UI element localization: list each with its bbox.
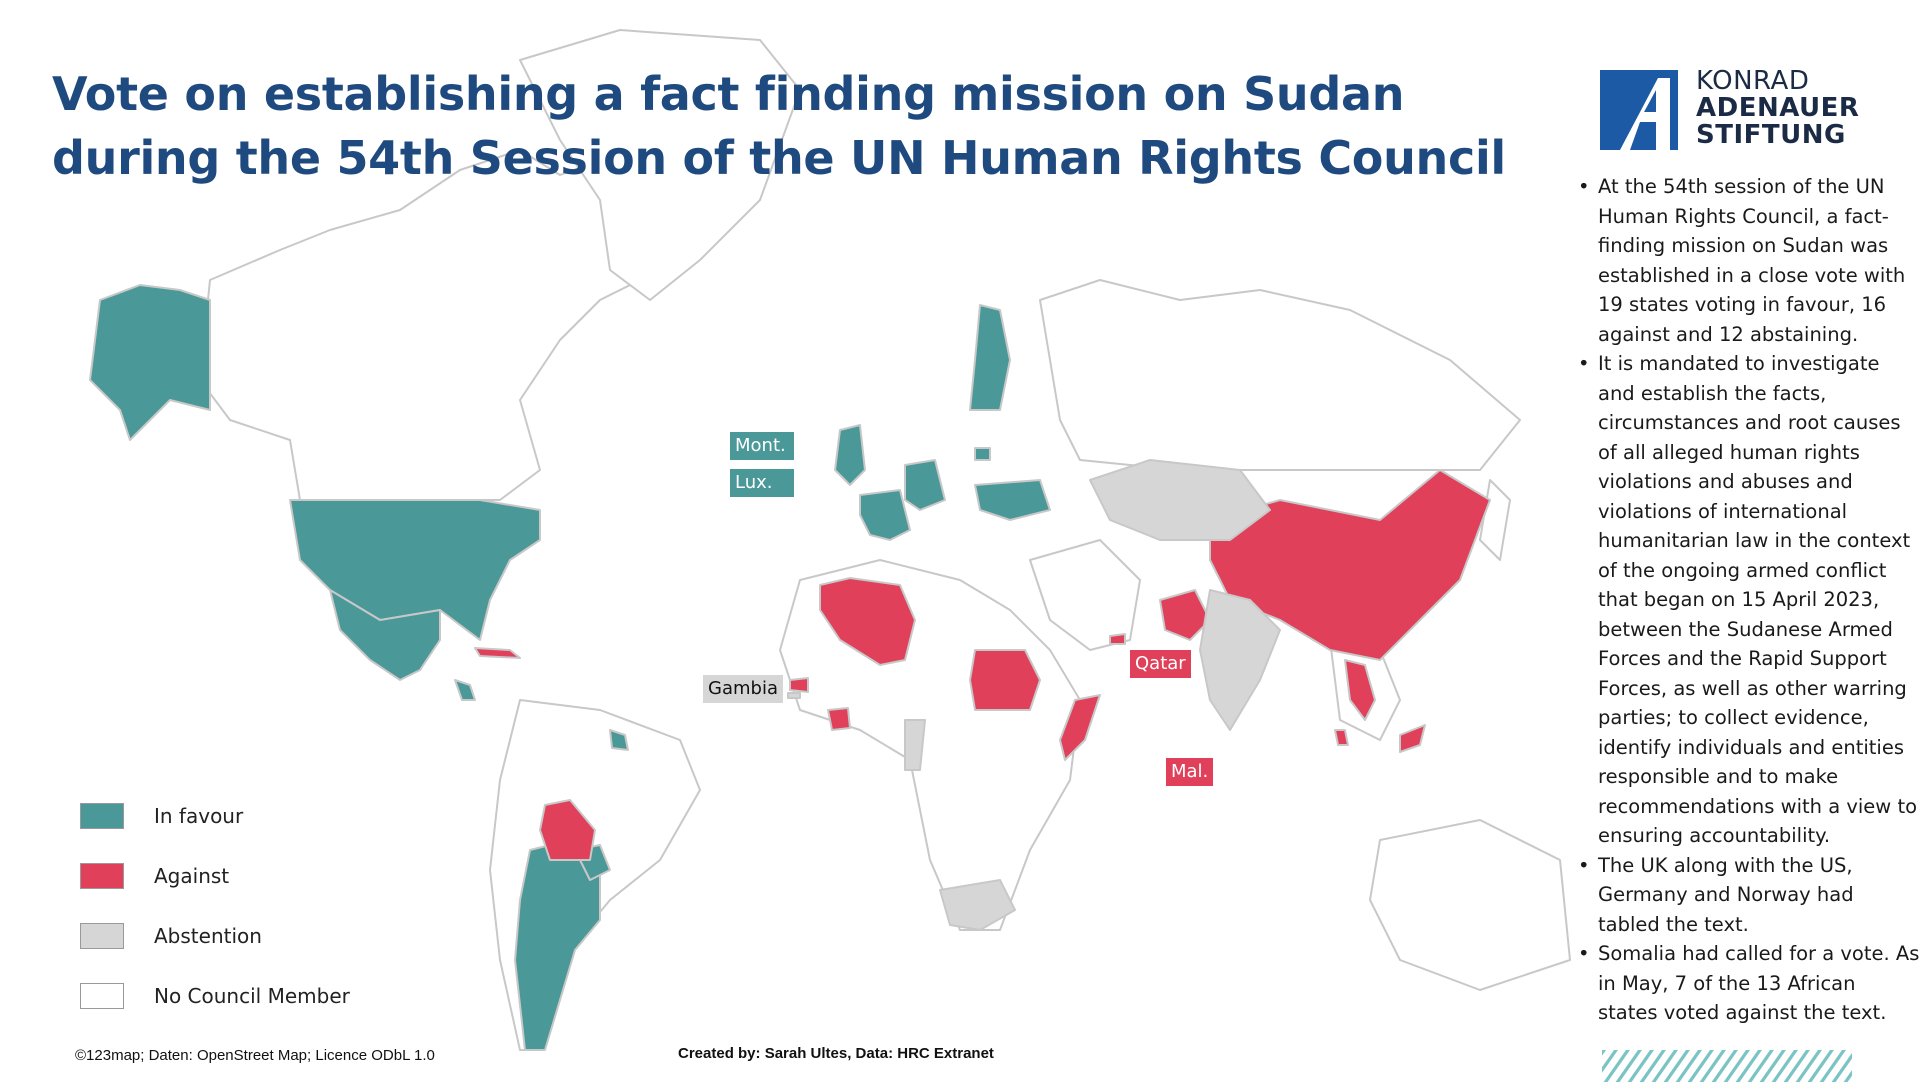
country-romania-ukraine <box>974 479 1051 521</box>
country-vietnam <box>1344 659 1376 721</box>
country-bolivia <box>539 799 596 861</box>
legend-item-in-favour: In favour <box>80 786 350 846</box>
region-japan <box>1479 479 1511 561</box>
country-senegal <box>789 677 809 693</box>
kas-logo: KONRAD ADENAUER STIFTUNG <box>1600 68 1870 153</box>
country-malaysia-west <box>1334 729 1349 746</box>
country-sudan <box>969 649 1041 711</box>
country-malaysia <box>1399 724 1426 753</box>
country-somalia <box>1059 694 1101 761</box>
legend-label: In favour <box>154 804 244 828</box>
country-pakistan <box>1159 589 1211 641</box>
world-map <box>89 29 1571 1051</box>
country-kazakhstan <box>1089 459 1271 541</box>
country-france <box>859 489 911 541</box>
map-label-qatar: Qatar <box>1130 650 1191 678</box>
region-canada <box>199 149 661 501</box>
logo-line-1: KONRAD <box>1696 66 1810 96</box>
country-india <box>1199 589 1281 731</box>
country-gambia <box>787 692 801 699</box>
logo-line-3: STIFTUNG <box>1696 120 1846 150</box>
country-algeria-morocco <box>819 577 916 666</box>
title-line-2: during the 54th Session of the UN Human … <box>52 131 1506 185</box>
legend-swatch <box>80 863 124 889</box>
legend-item-against: Against <box>80 846 350 906</box>
region-russia <box>1039 279 1521 471</box>
country-cuba <box>474 647 521 659</box>
country-costa-rica <box>454 679 476 701</box>
map-label-mont: Mont. <box>730 432 794 460</box>
note-item: The UK along with the US, Germany and No… <box>1578 851 1920 940</box>
region-greenland <box>519 29 801 301</box>
map-attribution: ©123map; Daten: OpenStreet Map; Licence … <box>75 1047 435 1064</box>
author-credit: Created by: Sarah Ultes, Data: HRC Extra… <box>678 1045 994 1062</box>
country-south-africa <box>939 879 1016 931</box>
legend-swatch <box>80 923 124 949</box>
notes-list: At the 54th session of the UN Human Righ… <box>1578 172 1920 1028</box>
decorative-hatch <box>1602 1050 1852 1082</box>
legend-swatch <box>80 803 124 829</box>
note-item: Somalia had called for a vote. As in May… <box>1578 939 1920 1028</box>
region-australia <box>1369 819 1571 991</box>
country-ivory-coast <box>827 707 851 731</box>
kas-logo-text: KONRAD ADENAUER STIFTUNG <box>1696 68 1859 149</box>
country-cameroon-gabon <box>904 719 926 771</box>
region-middle-east <box>1029 539 1141 651</box>
map-label-gambia: Gambia <box>703 675 783 703</box>
country-uae <box>1109 633 1126 645</box>
country-usa <box>289 499 541 641</box>
country-mexico <box>329 589 441 681</box>
country-guyana <box>609 729 629 751</box>
map-legend: In favour Against Abstention No Council … <box>80 786 350 1026</box>
map-label-lux: Lux. <box>730 469 794 497</box>
legend-label: Against <box>154 864 230 888</box>
legend-label: Abstention <box>154 924 262 948</box>
kas-logo-mark <box>1600 70 1678 150</box>
legend-swatch <box>80 983 124 1009</box>
country-usa-alaska <box>89 284 211 441</box>
legend-item-no-member: No Council Member <box>80 966 350 1026</box>
note-item: It is mandated to investigate and establ… <box>1578 349 1920 851</box>
legend-item-abstention: Abstention <box>80 906 350 966</box>
country-finland <box>969 304 1011 411</box>
legend-label: No Council Member <box>154 984 350 1008</box>
map-label-mal: Mal. <box>1166 758 1214 786</box>
title-line-1: Vote on establishing a fact finding miss… <box>52 67 1405 121</box>
country-uk <box>834 424 866 486</box>
logo-line-2: ADENAUER <box>1696 93 1860 123</box>
country-lithuania <box>974 447 991 461</box>
note-item: At the 54th session of the UN Human Righ… <box>1578 172 1920 349</box>
page-title: Vote on establishing a fact finding miss… <box>52 62 1506 190</box>
country-germany <box>904 459 946 511</box>
